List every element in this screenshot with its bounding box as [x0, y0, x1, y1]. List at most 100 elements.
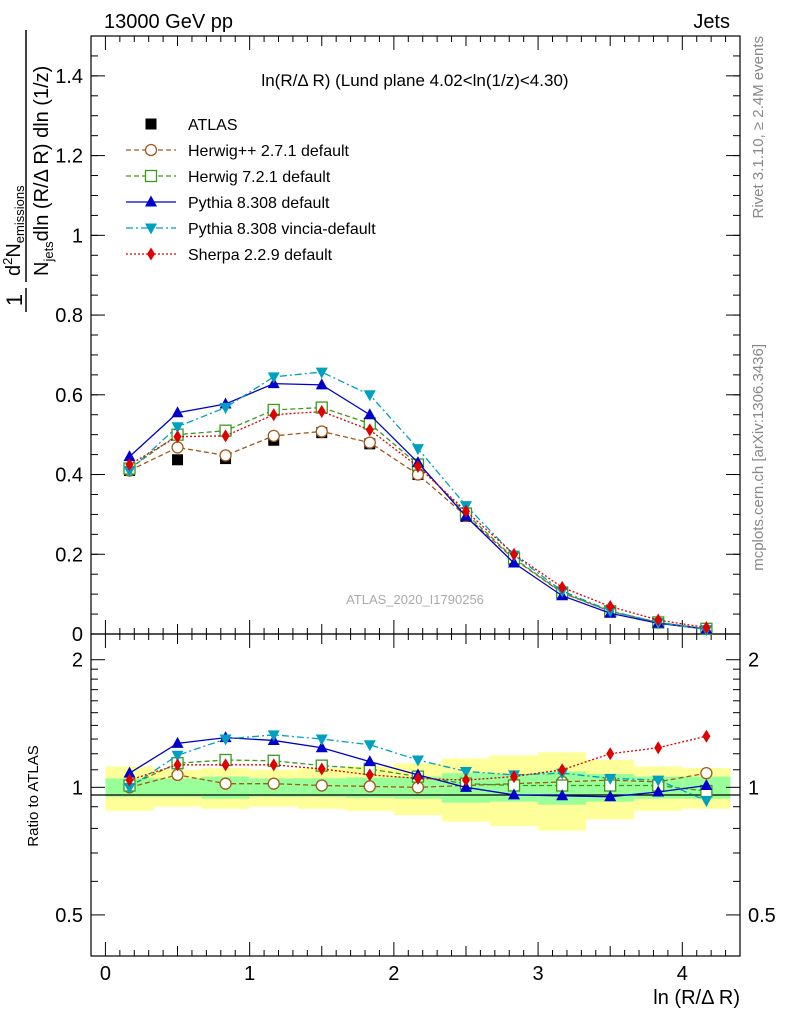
main-point — [123, 450, 136, 462]
side-label-mcplots: mcplots.cern.ch [arXiv:1306.3436] — [750, 344, 767, 571]
y-tick-label: 1.4 — [55, 66, 83, 88]
ratio-point — [700, 767, 713, 780]
ratio-point — [556, 789, 569, 801]
ratio-point — [363, 740, 376, 752]
legend-marker — [145, 118, 157, 130]
ratio-series-3 — [123, 730, 713, 808]
legend-marker — [145, 195, 157, 207]
ratio-y-label: Ratio to ATLAS — [25, 745, 42, 846]
legend-entry: Pythia 8.308 vincia-default — [126, 221, 376, 238]
ratio-point — [508, 788, 521, 800]
ylabel-numerator: d2Nemissions — [0, 185, 27, 276]
watermark: ATLAS_2020_I1790256 — [346, 592, 484, 607]
ratio-point — [700, 778, 713, 790]
ylabel-frac-one: 1 — [2, 294, 27, 306]
legend-entry: Herwig 7.2.1 default — [126, 169, 331, 186]
main-point — [363, 436, 376, 449]
ratio-point — [363, 780, 376, 793]
ratio-point — [221, 758, 230, 772]
ratio-series-4 — [125, 729, 711, 787]
legend-label: Herwig++ 2.7.1 default — [188, 143, 350, 160]
main-point — [413, 460, 422, 474]
legend-label: Pythia 8.308 default — [188, 195, 330, 212]
band-green — [153, 778, 202, 797]
ratio-series-layer — [123, 729, 713, 808]
ratio-point — [363, 755, 376, 767]
ratio-point — [315, 779, 328, 792]
ratio-point — [219, 734, 232, 746]
legend-label: ATLAS — [188, 117, 238, 134]
ylabel-denominator: Njetsdln (R/Δ R) dln (1/z) — [31, 66, 56, 276]
main-point — [125, 458, 134, 472]
x-tick-label: 3 — [533, 963, 544, 985]
main-point — [702, 621, 711, 635]
main-point — [172, 454, 184, 466]
ratio-point — [411, 755, 424, 767]
ratio-y-tick-label: 2 — [72, 650, 83, 672]
ratio-point — [171, 750, 184, 762]
ratio-y-tick-label: 1 — [72, 777, 83, 799]
main-point — [267, 429, 280, 443]
main-point — [411, 444, 424, 456]
ratio-point — [171, 736, 184, 748]
ratio-point — [606, 747, 615, 761]
ratio-point — [652, 785, 665, 797]
ratio-point — [125, 773, 134, 787]
main-series-layer — [123, 367, 713, 637]
ratio-point — [269, 758, 278, 772]
main-point — [171, 441, 184, 454]
legend-marker — [147, 247, 155, 261]
ratio-point — [123, 782, 136, 794]
x-tick-label: 0 — [100, 963, 111, 985]
ratio-y-tick-label: 0.5 — [55, 905, 83, 927]
main-point — [558, 580, 567, 594]
plot-title: ln(R/Δ R) (Lund plane 4.02<ln(1/z)<4.30) — [261, 71, 568, 90]
legend-entry: Herwig++ 2.7.1 default — [126, 143, 350, 160]
ratio-point — [173, 758, 182, 772]
main-point — [123, 466, 136, 478]
y-tick-label: 0.8 — [55, 305, 83, 327]
legend-label: Pythia 8.308 vincia-default — [188, 221, 376, 238]
header-right: Jets — [693, 11, 730, 33]
ratio-point — [700, 796, 713, 808]
main-point — [221, 429, 230, 443]
x-axis-label: ln (R/Δ R) — [653, 987, 740, 1009]
ratio-y-tick-label-right: 1 — [748, 777, 759, 799]
x-tick-label: 1 — [244, 963, 255, 985]
main-point — [654, 613, 663, 627]
main-point — [508, 556, 521, 568]
legend-entry: Pythia 8.308 default — [126, 195, 330, 212]
ratio-point — [413, 771, 422, 785]
ratio-point — [652, 775, 665, 787]
legend-label: Sherpa 2.2.9 default — [188, 247, 333, 264]
ratio-point — [510, 770, 519, 784]
main-point — [317, 405, 326, 419]
ratio-axes: 0 1 2 3 4 0.5 0.5 1 1 2 2 — [55, 634, 776, 985]
ratio-point — [461, 773, 470, 787]
ratio-point — [702, 729, 711, 743]
y-tick-label: 1 — [72, 225, 83, 247]
main-axes: 0 0.2 0.4 0.6 0.8 1 1.2 1.4 — [55, 36, 740, 646]
main-y-label: 1 d2Nemissions Njetsdln (R/Δ R) dln (1/z… — [0, 30, 56, 312]
ratio-point — [267, 730, 280, 742]
ratio-point — [219, 777, 232, 790]
y-tick-label: 0.6 — [55, 385, 83, 407]
ratio-point — [267, 777, 280, 790]
main-point — [606, 599, 615, 613]
legend-marker — [144, 143, 158, 157]
main-point — [171, 422, 184, 434]
header-left: 13000 GeV pp — [104, 11, 233, 33]
legend-marker — [145, 223, 157, 235]
main-point — [171, 406, 184, 418]
ratio-point — [604, 773, 617, 785]
main-point — [267, 372, 280, 384]
ratio-point — [123, 766, 136, 778]
legend-label: Herwig 7.2.1 default — [188, 169, 331, 186]
legend-entry: Sherpa 2.2.9 default — [126, 247, 333, 264]
ratio-point — [459, 766, 472, 778]
y-tick-label: 0.2 — [55, 544, 83, 566]
y-tick-label: 1.2 — [55, 146, 83, 168]
main-point — [269, 408, 278, 422]
legend-marker — [144, 169, 158, 183]
